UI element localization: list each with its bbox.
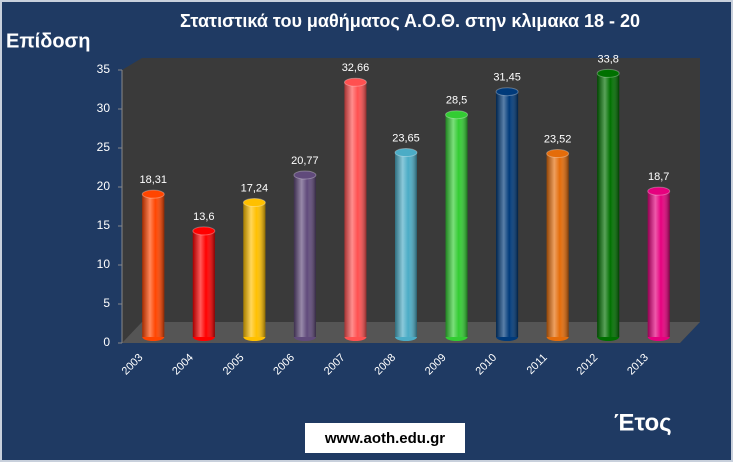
bar-shade [142, 194, 165, 337]
value-label: 18,7 [648, 171, 669, 183]
y-tick-label: 10 [97, 257, 111, 271]
y-tick-label: 25 [97, 140, 111, 154]
bar-shade [192, 230, 215, 337]
value-label: 23,52 [544, 133, 572, 145]
y-axis-label: Επίδοση [6, 30, 90, 52]
value-label: 17,24 [241, 182, 269, 194]
value-label: 33,8 [597, 53, 618, 65]
y-tick-label: 15 [97, 218, 111, 232]
bar-top [445, 110, 469, 120]
bar-top [343, 77, 367, 87]
bar-top [293, 170, 317, 180]
bar-shade [647, 191, 670, 337]
value-label: 32,66 [342, 62, 370, 74]
bar-top [394, 148, 418, 158]
value-label: 23,65 [392, 132, 420, 144]
footer-box [305, 423, 465, 453]
y-tick-label: 5 [103, 296, 110, 310]
bar-shade [293, 174, 316, 337]
y-tick-label: 35 [97, 62, 111, 76]
bar-shade [445, 114, 468, 337]
bar-top [141, 189, 165, 199]
y-tick-label: 0 [103, 335, 110, 349]
bar-top [495, 87, 519, 97]
bar-shade [395, 152, 417, 337]
bar-shade [344, 82, 367, 337]
value-label: 18,31 [140, 174, 168, 186]
x-axis-label: Έτος [614, 409, 672, 436]
bar-shade [597, 73, 620, 338]
value-label: 13,6 [193, 211, 214, 223]
value-label: 28,5 [446, 95, 467, 107]
bar-top [596, 68, 620, 78]
bar-shade [496, 91, 519, 337]
value-label: 20,77 [291, 155, 319, 167]
footer: www.aoth.edu.gr [324, 430, 445, 447]
chart-title: Στατιστικά του μαθήματος Α.Ο.Θ. στην κλι… [180, 11, 640, 31]
bar-shade [243, 202, 266, 337]
y-tick-label: 30 [97, 101, 111, 115]
y-tick-label: 20 [97, 179, 111, 193]
value-label: 31,45 [493, 72, 521, 84]
bar-top [647, 186, 671, 196]
bar-top [546, 149, 570, 159]
bar-top [192, 226, 216, 236]
bar-shade [546, 153, 569, 337]
bar-top [242, 198, 266, 208]
